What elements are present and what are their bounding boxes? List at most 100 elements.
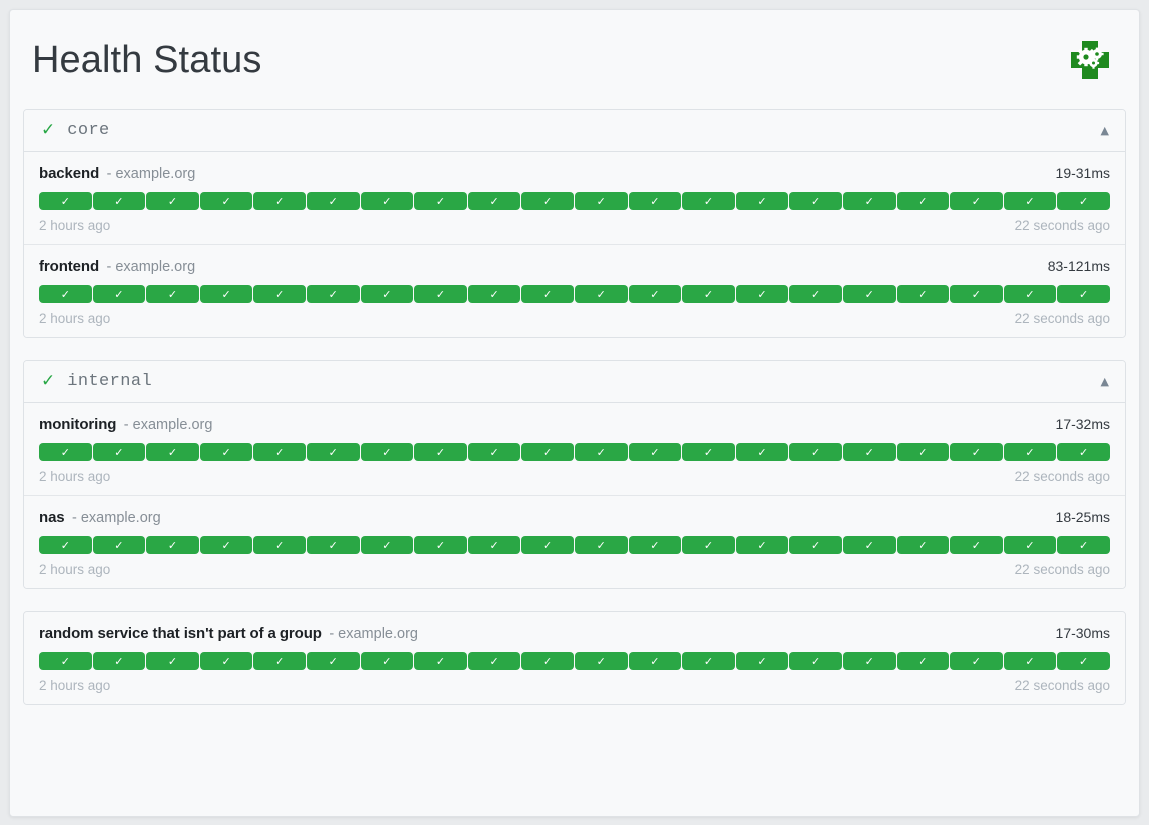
status-bar[interactable]: ✓	[1003, 536, 1057, 554]
group-header-internal[interactable]: ✓ internal ▲	[24, 361, 1125, 403]
status-bar[interactable]: ✓	[682, 443, 735, 461]
status-bar[interactable]: ✓	[896, 285, 950, 303]
status-bar[interactable]: ✓	[950, 443, 1003, 461]
status-bar[interactable]: ✓	[789, 443, 842, 461]
status-bar[interactable]: ✓	[467, 652, 521, 670]
status-bar[interactable]: ✓	[950, 536, 1003, 554]
status-bar[interactable]: ✓	[735, 652, 789, 670]
status-bar[interactable]: ✓	[92, 536, 146, 554]
status-bar[interactable]: ✓	[735, 536, 789, 554]
group-header-core[interactable]: ✓ core ▲	[24, 110, 1125, 152]
status-bar[interactable]: ✓	[682, 652, 735, 670]
status-bar[interactable]: ✓	[253, 536, 306, 554]
status-bar[interactable]: ✓	[1057, 536, 1110, 554]
status-bar[interactable]: ✓	[92, 652, 146, 670]
status-bar[interactable]: ✓	[306, 443, 360, 461]
status-bar[interactable]: ✓	[735, 443, 789, 461]
status-bar[interactable]: ✓	[467, 443, 521, 461]
status-bar[interactable]: ✓	[521, 652, 574, 670]
service-row[interactable]: nas - example.org 18-25ms ✓ ✓ ✓ ✓ ✓ ✓ ✓ ✓ ✓ ✓ ✓ ✓ ✓ ✓…	[24, 496, 1125, 588]
status-bar[interactable]: ✓	[896, 652, 950, 670]
status-bar[interactable]: ✓	[199, 285, 253, 303]
status-bar[interactable]: ✓	[414, 285, 467, 303]
status-bar[interactable]: ✓	[1003, 443, 1057, 461]
status-bar[interactable]: ✓	[735, 285, 789, 303]
status-bar[interactable]: ✓	[682, 536, 735, 554]
status-bar[interactable]: ✓	[414, 192, 467, 210]
status-bar[interactable]: ✓	[360, 443, 414, 461]
status-bar[interactable]: ✓	[842, 285, 896, 303]
status-bar[interactable]: ✓	[842, 443, 896, 461]
status-bar[interactable]: ✓	[789, 536, 842, 554]
status-bar[interactable]: ✓	[628, 192, 682, 210]
status-bar[interactable]: ✓	[146, 652, 199, 670]
status-bar[interactable]: ✓	[306, 285, 360, 303]
status-bar[interactable]: ✓	[360, 192, 414, 210]
status-bar[interactable]: ✓	[574, 285, 628, 303]
service-row[interactable]: frontend - example.org 83-121ms ✓ ✓ ✓ ✓ ✓ ✓ ✓ ✓…	[24, 245, 1125, 337]
status-bar[interactable]: ✓	[842, 192, 896, 210]
status-bar[interactable]: ✓	[146, 443, 199, 461]
status-bar[interactable]: ✓	[199, 192, 253, 210]
status-bar[interactable]: ✓	[1057, 652, 1110, 670]
status-bar[interactable]: ✓	[360, 285, 414, 303]
status-bar[interactable]: ✓	[896, 443, 950, 461]
status-bar[interactable]: ✓	[1003, 192, 1057, 210]
status-bar[interactable]: ✓	[199, 443, 253, 461]
status-bar[interactable]: ✓	[521, 536, 574, 554]
status-bar[interactable]: ✓	[1057, 443, 1110, 461]
status-bar[interactable]: ✓	[1003, 652, 1057, 670]
status-bar[interactable]: ✓	[1057, 285, 1110, 303]
status-bar[interactable]: ✓	[253, 192, 306, 210]
status-bar[interactable]: ✓	[628, 285, 682, 303]
status-bar[interactable]: ✓	[414, 536, 467, 554]
status-bar[interactable]: ✓	[1057, 192, 1110, 210]
status-bar[interactable]: ✓	[628, 652, 682, 670]
status-bar[interactable]: ✓	[467, 536, 521, 554]
status-bar[interactable]: ✓	[253, 285, 306, 303]
status-bar[interactable]: ✓	[360, 652, 414, 670]
status-bar[interactable]: ✓	[306, 192, 360, 210]
status-bar[interactable]: ✓	[92, 285, 146, 303]
status-bar[interactable]: ✓	[39, 192, 92, 210]
status-bar[interactable]: ✓	[574, 192, 628, 210]
status-bar[interactable]: ✓	[521, 285, 574, 303]
status-bar[interactable]: ✓	[306, 652, 360, 670]
status-bar[interactable]: ✓	[360, 536, 414, 554]
status-bar[interactable]: ✓	[146, 192, 199, 210]
status-bar[interactable]: ✓	[842, 536, 896, 554]
status-bar[interactable]: ✓	[574, 652, 628, 670]
status-bar[interactable]: ✓	[896, 192, 950, 210]
status-bar[interactable]: ✓	[146, 536, 199, 554]
status-bar[interactable]: ✓	[950, 652, 1003, 670]
status-bar[interactable]: ✓	[467, 192, 521, 210]
status-bar[interactable]: ✓	[521, 443, 574, 461]
service-row[interactable]: monitoring - example.org 17-32ms ✓ ✓ ✓ ✓ ✓ ✓ ✓…	[24, 403, 1125, 496]
status-bar[interactable]: ✓	[682, 285, 735, 303]
status-bar[interactable]: ✓	[950, 285, 1003, 303]
status-bar[interactable]: ✓	[199, 652, 253, 670]
status-bar[interactable]: ✓	[842, 652, 896, 670]
status-bar[interactable]: ✓	[146, 285, 199, 303]
status-bar[interactable]: ✓	[39, 285, 92, 303]
service-row[interactable]: backend - example.org 19-31ms ✓ ✓ ✓ ✓ ✓ ✓ ✓ ✓ ✓ ✓…	[24, 152, 1125, 245]
status-bar[interactable]: ✓	[574, 536, 628, 554]
status-bar[interactable]: ✓	[92, 443, 146, 461]
status-bar[interactable]: ✓	[467, 285, 521, 303]
status-bar[interactable]: ✓	[896, 536, 950, 554]
status-bar[interactable]: ✓	[414, 652, 467, 670]
triangle-up-icon[interactable]: ▲	[1100, 375, 1109, 388]
status-bar[interactable]: ✓	[574, 443, 628, 461]
status-bar[interactable]: ✓	[735, 192, 789, 210]
status-bar[interactable]: ✓	[253, 652, 306, 670]
status-bar[interactable]: ✓	[39, 443, 92, 461]
status-bar[interactable]: ✓	[253, 443, 306, 461]
service-row[interactable]: random service that isn't part of a grou…	[24, 612, 1125, 704]
status-bar[interactable]: ✓	[306, 536, 360, 554]
status-bar[interactable]: ✓	[950, 192, 1003, 210]
status-bar[interactable]: ✓	[1003, 285, 1057, 303]
status-bar[interactable]: ✓	[789, 285, 842, 303]
status-bar[interactable]: ✓	[521, 192, 574, 210]
status-bar[interactable]: ✓	[39, 536, 92, 554]
status-bar[interactable]: ✓	[628, 536, 682, 554]
